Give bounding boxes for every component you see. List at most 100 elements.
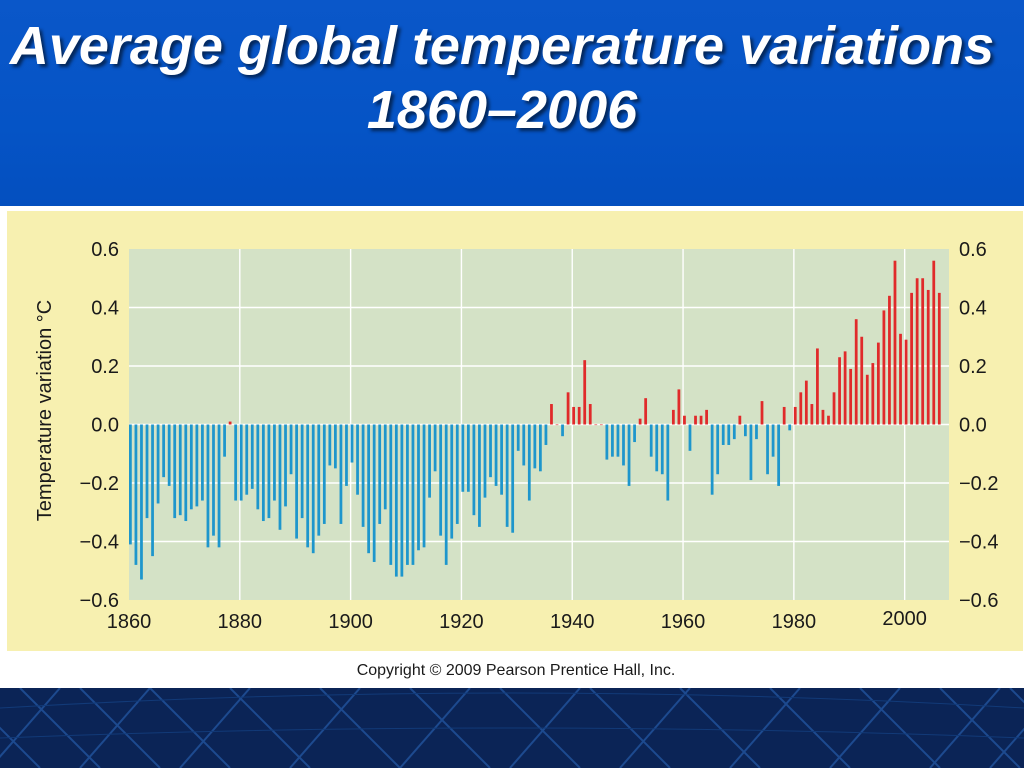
y-tick-label-left: 0.6: [91, 239, 119, 261]
temperature-bar: [145, 424, 149, 519]
temperature-bar: [738, 415, 742, 425]
temperature-bar: [134, 424, 138, 565]
temperature-bar: [644, 398, 648, 425]
temperature-bar: [904, 339, 908, 425]
temperature-bar: [932, 260, 936, 425]
temperature-bar: [599, 424, 603, 426]
temperature-bar: [212, 424, 215, 536]
temperature-bar: [838, 357, 841, 425]
temperature-bar: [793, 406, 797, 425]
temperature-bar: [583, 360, 587, 425]
footer-decoration: [0, 688, 1024, 768]
x-tick-label: 1860: [107, 611, 152, 633]
temperature-bar: [173, 424, 177, 519]
temperature-bar: [688, 424, 692, 451]
temperature-bar: [544, 424, 548, 445]
temperature-bar: [627, 424, 631, 486]
temperature-bar: [516, 424, 520, 451]
temperature-bar-chart: 0.6 0.6 0.4 0.4 0.2 0.2 0.0 0.0 −0.2 −0.2 −0.4 −0.4…: [34, 239, 998, 633]
temperature-bar: [799, 392, 803, 425]
x-tick-label: 1960: [661, 611, 706, 633]
temperature-bar: [705, 409, 708, 425]
temperature-bar: [832, 392, 836, 425]
slide-title: Average global temperature variations 18…: [9, 16, 995, 140]
temperature-bar: [383, 424, 387, 510]
temperature-bar: [189, 424, 193, 510]
temperature-bar: [206, 424, 210, 548]
temperature-bar: [827, 415, 830, 425]
temperature-bar: [871, 363, 875, 425]
temperature-bar: [527, 424, 531, 501]
copyright-notice: Copyright © 2009 Pearson Prentice Hall, …: [356, 662, 676, 679]
temperature-bar: [849, 368, 853, 425]
temperature-bar: [250, 424, 254, 489]
temperature-bar: [888, 295, 891, 425]
temperature-bar: [378, 424, 382, 524]
temperature-bar: [666, 424, 670, 501]
temperature-bar: [550, 404, 553, 425]
temperature-bar: [677, 389, 681, 425]
temperature-bar: [755, 424, 758, 440]
chart-panel: 0.6 0.6 0.4 0.4 0.2 0.2 0.0 0.0 −0.2 −0.2 −0.4 −0.4…: [7, 211, 1023, 651]
y-tick-label-left: −0.4: [80, 532, 119, 554]
x-tick-label: 1920: [439, 611, 484, 633]
temperature-bar: [178, 424, 182, 516]
temperature-bar: [633, 424, 636, 443]
temperature-bar: [566, 392, 570, 425]
temperature-bar: [345, 424, 348, 486]
temperature-bar: [777, 424, 781, 486]
temperature-bar: [400, 424, 404, 577]
y-tick-label-right: 0.2: [959, 356, 987, 378]
temperature-bar: [494, 424, 498, 486]
temperature-bar: [361, 424, 365, 527]
temperature-bar: [311, 424, 315, 554]
y-tick-label-right: −0.2: [959, 473, 998, 495]
temperature-bar: [760, 401, 764, 425]
x-tick-label: 1940: [550, 611, 595, 633]
temperature-bar: [660, 424, 664, 475]
x-tick-label: 1980: [772, 611, 817, 633]
y-tick-label-right: −0.4: [959, 532, 998, 554]
temperature-bar: [339, 424, 343, 524]
temperature-bar: [710, 424, 714, 495]
temperature-bar: [389, 424, 393, 565]
temperature-bar: [716, 424, 720, 475]
temperature-bar: [910, 292, 913, 425]
temperature-bar: [328, 424, 332, 466]
temperature-bar: [151, 424, 154, 557]
x-tick-label: 2000: [882, 608, 927, 630]
temperature-bar: [478, 424, 481, 527]
temperature-bar: [489, 424, 492, 478]
temperature-bar: [611, 424, 614, 457]
temperature-bar: [129, 424, 132, 545]
temperature-bar: [140, 424, 143, 580]
temperature-bar: [732, 424, 736, 440]
temperature-bar: [162, 424, 166, 478]
temperature-bar: [937, 292, 941, 425]
temperature-bar: [317, 424, 321, 536]
temperature-bar: [350, 424, 354, 463]
temperature-bar: [289, 424, 293, 475]
temperature-bar: [406, 424, 409, 565]
temperature-bar: [843, 351, 847, 425]
temperature-bar: [256, 424, 260, 510]
temperature-bar: [372, 424, 376, 562]
temperature-bar: [511, 424, 515, 533]
temperature-bar: [156, 424, 160, 504]
y-tick-label-right: 0.4: [959, 298, 987, 320]
y-tick-label-right: 0.0: [959, 415, 987, 437]
temperature-bar: [926, 289, 930, 425]
temperature-bar: [195, 424, 199, 507]
temperature-bar: [804, 380, 808, 425]
temperature-bar: [184, 424, 188, 522]
temperature-bar: [594, 424, 598, 426]
y-tick-label-right: −0.6: [959, 590, 998, 612]
temperature-bar: [854, 319, 858, 425]
temperature-bar: [483, 424, 487, 498]
temperature-bar: [683, 415, 686, 425]
temperature-bar: [417, 424, 420, 551]
temperature-bar: [428, 424, 431, 498]
temperature-bar: [561, 424, 564, 437]
temperature-bar: [522, 424, 526, 466]
temperature-bar: [167, 424, 171, 486]
